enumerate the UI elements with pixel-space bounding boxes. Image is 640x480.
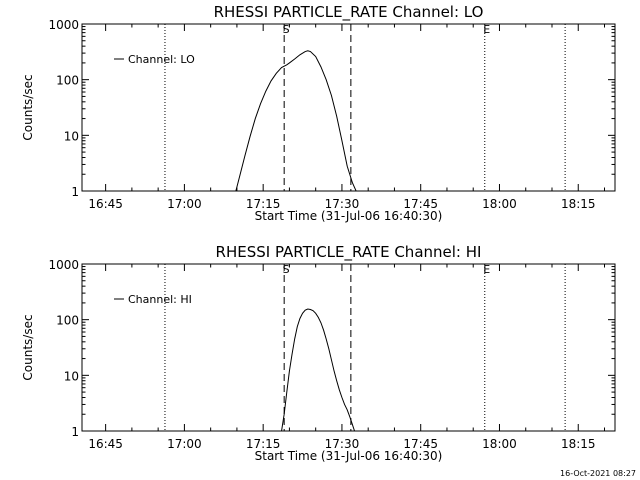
chart-panel-1: RHESSI PARTICLE_RATE Channel: LO 1 10 100 10… — [21, 3, 616, 223]
y-axis-label: Counts/sec — [21, 314, 35, 380]
x-tick-label: 18:00 — [482, 197, 517, 211]
legend-label: Channel: HI — [128, 293, 192, 306]
y-axis-label: Counts/sec — [21, 74, 35, 140]
x-axis-label: Start Time (31-Jul-06 16:40:30) — [255, 449, 443, 463]
legend-label: Channel: LO — [128, 53, 195, 66]
x-tick-label: 17:15 — [246, 197, 281, 211]
marker-label: E — [483, 23, 490, 36]
x-tick-label: 16:45 — [88, 197, 123, 211]
chart-title: RHESSI PARTICLE_RATE Channel: HI — [216, 243, 482, 262]
y-tick-label: 1 — [71, 425, 79, 439]
y-tick-label: 10 — [64, 129, 79, 143]
series-line — [235, 50, 357, 191]
x-tick-label: 18:15 — [561, 197, 596, 211]
series-line — [281, 308, 356, 431]
plot-frame — [81, 263, 616, 432]
timestamp-footer: 16-Oct-2021 08:27 — [560, 469, 636, 478]
chart-title: RHESSI PARTICLE_RATE Channel: LO — [214, 3, 484, 22]
y-tick-label: 1 — [71, 185, 79, 199]
y-tick-label: 100 — [56, 74, 79, 88]
y-tick-label: 10 — [64, 369, 79, 383]
x-tick-label: 17:00 — [167, 197, 202, 211]
marker-label: E — [483, 263, 490, 276]
marker-label: S — [283, 23, 290, 36]
y-tick-label: 100 — [56, 314, 79, 328]
x-tick-label: 17:30 — [325, 197, 360, 211]
x-tick-label: 16:45 — [88, 437, 123, 451]
y-tick-label: 1000 — [48, 18, 79, 32]
plot-frame — [81, 23, 616, 192]
chart-panel-2: RHESSI PARTICLE_RATE Channel: HI 1 10 100 10… — [21, 243, 616, 463]
x-tick-label: 18:00 — [482, 437, 517, 451]
y-tick-label: 1000 — [48, 258, 79, 272]
x-tick-label: 17:45 — [403, 437, 438, 451]
x-tick-label: 18:15 — [561, 437, 596, 451]
x-tick-label: 17:45 — [403, 197, 438, 211]
x-tick-label: 17:30 — [325, 437, 360, 451]
marker-label: S — [283, 263, 290, 276]
x-tick-label: 17:00 — [167, 437, 202, 451]
x-axis-label: Start Time (31-Jul-06 16:40:30) — [255, 209, 443, 223]
x-tick-label: 17:15 — [246, 437, 281, 451]
